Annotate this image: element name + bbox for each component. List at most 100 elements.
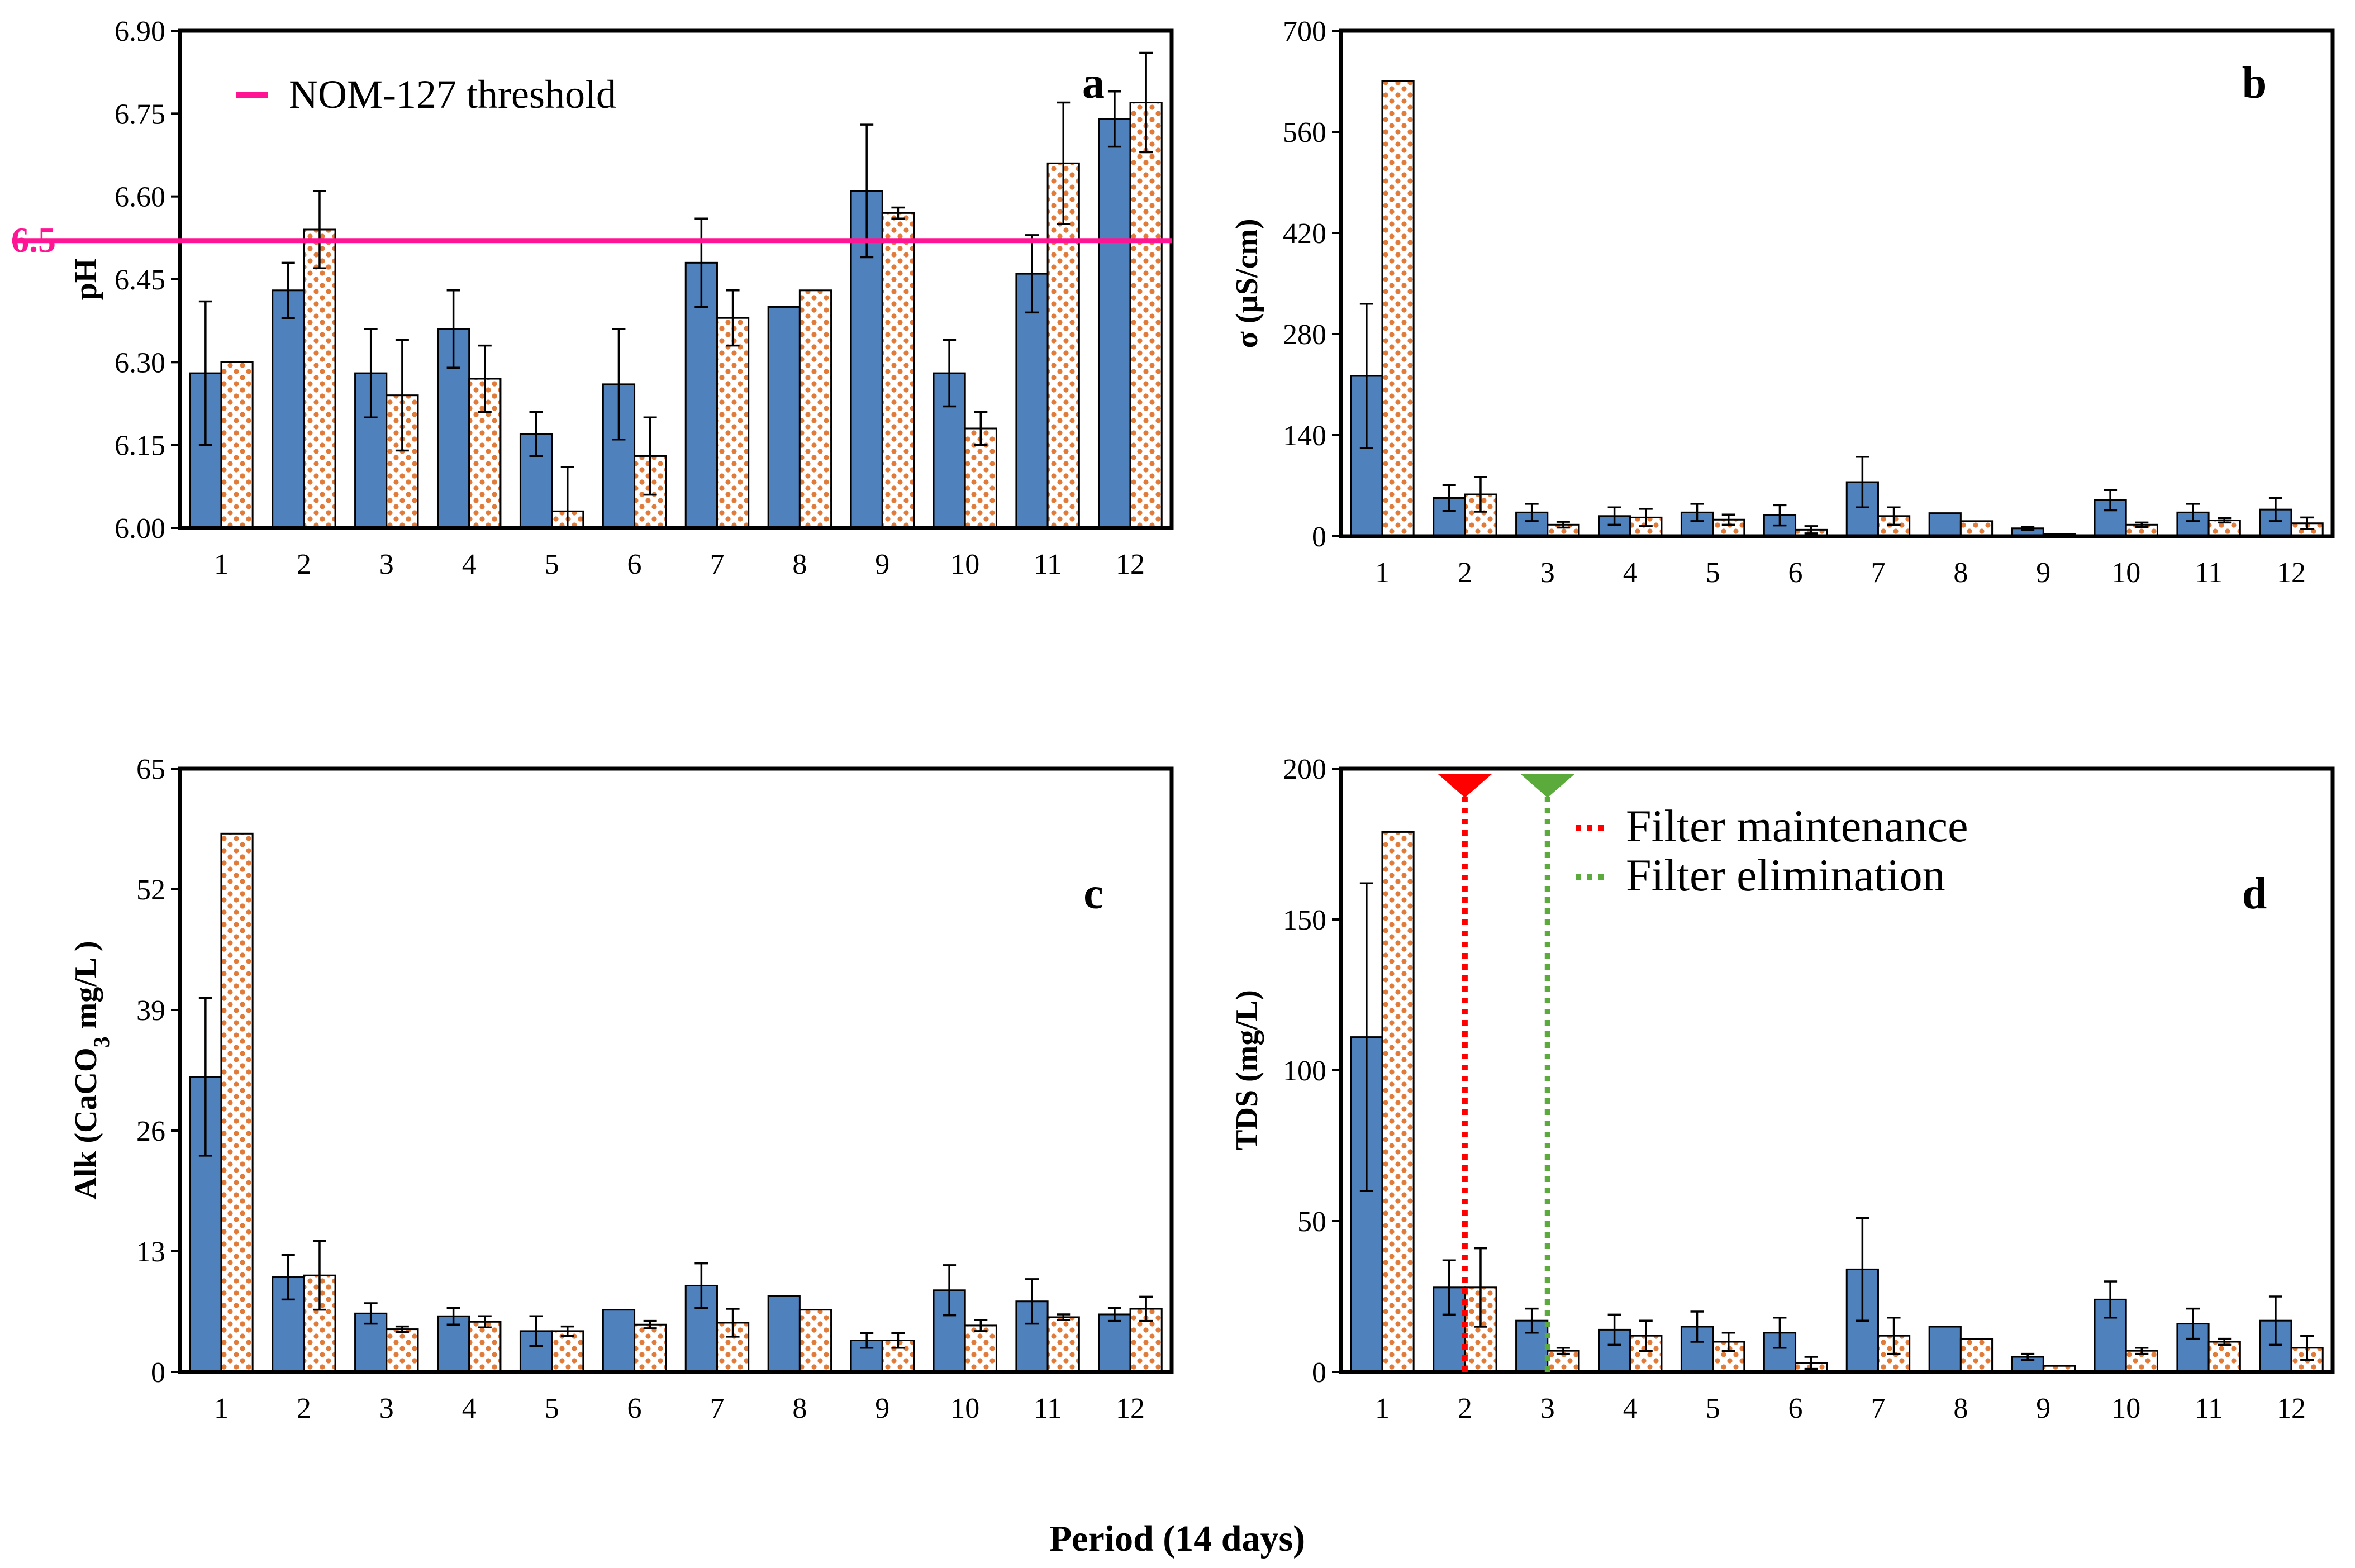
y-tick-label: 13: [136, 1236, 165, 1268]
x-tick-label: 2: [1458, 557, 1472, 589]
bar-a-s2-p9: [881, 212, 915, 529]
x-tick-label: 7: [710, 1393, 724, 1424]
y-tick-label: 6.45: [115, 264, 165, 296]
x-tick-label: 9: [875, 549, 889, 580]
x-tick-label: 1: [214, 1393, 229, 1424]
x-tick-label: 6: [627, 1393, 642, 1424]
y-tick-label: 420: [1283, 218, 1326, 250]
y-tick-label: 0: [151, 1357, 165, 1389]
y-axis-label-sub: 3: [89, 1036, 114, 1047]
x-tick-label: 7: [1871, 1393, 1885, 1424]
x-tick-label: 12: [2277, 557, 2306, 589]
x-tick-label: 8: [1953, 1393, 1968, 1424]
x-tick-label: 9: [2036, 1393, 2050, 1424]
bar-a-s2-p2: [303, 228, 336, 529]
y-tick-label: 6.00: [115, 513, 165, 545]
x-tick-label: 12: [1116, 1393, 1145, 1424]
x-tick-label: 11: [2195, 1393, 2223, 1424]
bar-d-s2-p8: [1959, 1338, 1994, 1373]
x-tick-label: 11: [1034, 549, 1062, 580]
panel-letter: b: [2242, 59, 2267, 108]
y-tick-label: 0: [1312, 521, 1326, 553]
x-tick-label: 7: [710, 549, 724, 580]
y-axis-label-tail: mg/L ): [69, 941, 103, 1036]
marker-triangle-maintenance: [1438, 774, 1492, 798]
y-tick-label: 6.15: [115, 430, 165, 462]
bar-c-s2-p3: [386, 1328, 419, 1373]
x-tick-label: 7: [1871, 557, 1885, 589]
x-tick-label: 8: [792, 1393, 807, 1424]
bar-c-s2-p8: [798, 1309, 832, 1373]
bar-b-s2-p8: [1959, 520, 1994, 537]
marker-triangle-elimination: [1520, 774, 1574, 798]
x-tick-label: 4: [462, 1393, 477, 1424]
bar-c-s1-p8: [767, 1295, 801, 1373]
bar-a-s2-p7: [716, 317, 750, 529]
x-tick-label: 6: [1788, 1393, 1803, 1424]
y-tick-label: 140: [1283, 420, 1326, 452]
x-tick-label: 4: [1623, 557, 1638, 589]
x-tick-label: 9: [875, 1393, 889, 1424]
x-tick-label: 5: [545, 549, 559, 580]
y-tick-label: 6.90: [115, 16, 165, 47]
legend-label-maintenance: Filter maintenance: [1626, 800, 1968, 851]
x-tick-label: 2: [297, 1393, 311, 1424]
plot-frame-d: [1339, 766, 2335, 1374]
x-tick-label: 10: [2111, 557, 2140, 589]
plot-frame-c: [178, 766, 1174, 1374]
x-tick-label: 12: [1116, 549, 1145, 580]
y-tick-label: 26: [136, 1116, 165, 1147]
legend-label-elimination: Filter elimination: [1626, 850, 1945, 900]
y-axis-label: TDS (mg/L): [1230, 990, 1264, 1151]
x-tick-label: 8: [792, 549, 807, 580]
x-tick-label: 8: [1953, 557, 1968, 589]
bar-d-s2-p11: [2207, 1341, 2241, 1373]
plot-frame-b: [1339, 28, 2335, 538]
panel-letter: d: [2242, 869, 2267, 918]
y-tick-label: 150: [1283, 904, 1326, 936]
y-axis-label: Alk (CaCO3 mg/L ): [69, 941, 114, 1199]
panel-letter: c: [1083, 869, 1103, 918]
bar-c-s2-p10: [964, 1324, 997, 1373]
y-tick-label: 100: [1283, 1055, 1326, 1087]
x-tick-label: 3: [379, 549, 394, 580]
y-tick-label: 6.30: [115, 347, 165, 379]
y-tick-label: 0: [1312, 1357, 1326, 1389]
x-tick-label: 10: [2111, 1393, 2140, 1424]
x-tick-label: 9: [2036, 557, 2050, 589]
bar-c-s2-p4: [468, 1321, 502, 1373]
x-tick-label: 11: [2195, 557, 2223, 589]
y-tick-label: 65: [136, 754, 165, 785]
bar-a-s1-p12: [1098, 118, 1131, 529]
x-tick-label: 10: [950, 1393, 979, 1424]
bar-d-s2-p1: [1381, 831, 1415, 1373]
y-tick-label: 6.60: [115, 182, 165, 213]
x-tick-label: 1: [214, 549, 229, 580]
x-tick-label: 6: [627, 549, 642, 580]
x-tick-label: 3: [379, 1393, 394, 1424]
x-tick-label: 12: [2277, 1393, 2306, 1424]
plot-frame-a: [178, 28, 1174, 530]
bar-a-s1-p2: [272, 289, 305, 529]
bar-c-s2-p5: [551, 1330, 584, 1373]
x-tick-label: 5: [1706, 557, 1720, 589]
threshold-value-label: 6.5: [11, 220, 56, 260]
x-tick-label: 6: [1788, 557, 1803, 589]
bar-d-s1-p8: [1928, 1326, 1962, 1373]
bar-a-s2-p8: [798, 289, 832, 529]
chart-a: 6.006.156.306.456.606.756.901 2 3 4 5 6 7 8 9 10 1…: [11, 16, 1174, 580]
x-tick-label: 11: [1034, 1393, 1062, 1424]
x-tick-label: 2: [1458, 1393, 1472, 1424]
x-tick-label: 3: [1540, 1393, 1555, 1424]
legend-threshold-label: NOM-127 threshold: [289, 72, 616, 117]
y-tick-label: 39: [136, 995, 165, 1027]
x-tick-label: 1: [1375, 1393, 1390, 1424]
bar-a-s2-p12: [1129, 102, 1163, 529]
bar-c-s2-p6: [634, 1323, 667, 1373]
x-tick-label: 3: [1540, 557, 1555, 589]
y-axis-label-main: Alk (CaCO: [69, 1047, 103, 1199]
y-axis-label: σ (µS/cm): [1230, 218, 1264, 348]
y-tick-label: 700: [1283, 16, 1326, 47]
